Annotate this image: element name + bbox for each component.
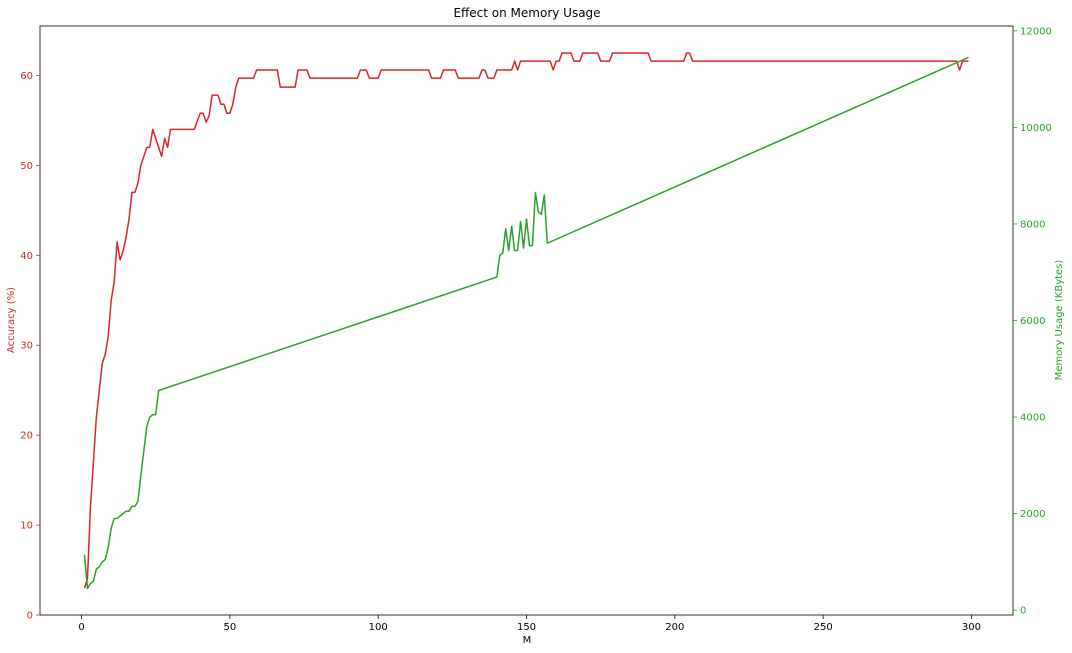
memory-usage-line bbox=[83, 56, 969, 590]
right-tick-label: 8000 bbox=[1020, 219, 1045, 230]
left-tick-label: 60 bbox=[20, 71, 33, 82]
left-tick-label: 0 bbox=[27, 611, 33, 622]
accuracy-line bbox=[83, 52, 969, 589]
x-tick-label: 0 bbox=[78, 622, 84, 633]
left-axis-title: Accuracy (%) bbox=[6, 287, 17, 353]
right-tick-label: 4000 bbox=[1020, 413, 1045, 424]
right-tick-label: 2000 bbox=[1020, 509, 1045, 520]
right-tick-label: 0 bbox=[1020, 606, 1026, 617]
x-tick-label: 250 bbox=[814, 622, 833, 633]
series-layer bbox=[83, 52, 969, 590]
right-tick-label: 10000 bbox=[1020, 123, 1052, 134]
left-tick-label: 10 bbox=[20, 521, 33, 532]
left-tick-label: 50 bbox=[20, 161, 33, 172]
x-tick-label: 200 bbox=[665, 622, 684, 633]
left-tick-label: 30 bbox=[20, 341, 33, 352]
left-tick-label: 40 bbox=[20, 251, 33, 262]
right-axis-title: Memory Usage (KBytes) bbox=[1054, 260, 1065, 381]
x-tick-label: 150 bbox=[517, 622, 536, 633]
left-tick-label: 20 bbox=[20, 431, 33, 442]
x-axis-title: M bbox=[523, 635, 532, 646]
axes-layer: 0 50 100 150 200 250 300 0 10 20 30 40 50 60 0 2000 4000… bbox=[20, 25, 1052, 633]
chart-title: Effect on Memory Usage bbox=[453, 6, 600, 20]
x-tick-label: 300 bbox=[962, 622, 981, 633]
right-tick-label: 12000 bbox=[1020, 26, 1052, 37]
right-tick-label: 6000 bbox=[1020, 316, 1045, 327]
x-tick-label: 50 bbox=[223, 622, 236, 633]
x-tick-label: 100 bbox=[369, 622, 388, 633]
